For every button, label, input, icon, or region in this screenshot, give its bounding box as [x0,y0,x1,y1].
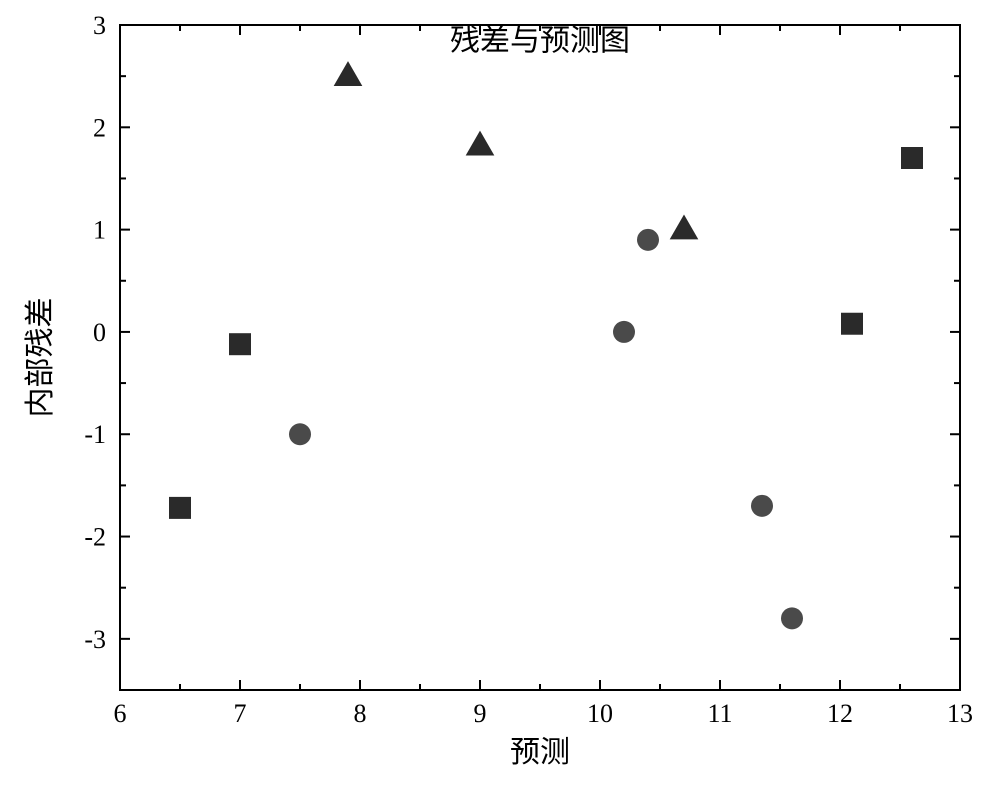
scatter-chart: 678910111213-3-2-10123预测内部残差残差与预测图 [0,0,1000,788]
y-tick-label: 0 [93,318,106,347]
marker-squares [169,497,191,519]
marker-triangles [334,61,363,86]
chart-title: 残差与预测图 [450,25,630,58]
chart-container: 678910111213-3-2-10123预测内部残差残差与预测图 [0,0,1000,788]
x-tick-label: 13 [947,699,973,728]
y-tick-label: -2 [84,523,106,552]
y-tick-label: 2 [93,113,106,142]
marker-squares [901,147,923,169]
marker-circles [781,607,803,629]
marker-circles [637,229,659,251]
marker-triangles [670,215,699,240]
y-axis-label: 内部残差 [24,298,57,418]
plot-border [120,25,960,690]
x-tick-label: 8 [354,699,367,728]
x-tick-label: 6 [114,699,127,728]
x-tick-label: 10 [587,699,613,728]
marker-circles [751,495,773,517]
y-tick-label: -3 [84,625,106,654]
marker-circles [613,321,635,343]
marker-squares [841,313,863,335]
marker-circles [289,423,311,445]
x-tick-label: 9 [474,699,487,728]
x-tick-label: 12 [827,699,853,728]
marker-squares [229,333,251,355]
x-tick-label: 11 [707,699,732,728]
y-tick-label: 1 [93,216,106,245]
y-tick-label: -1 [84,420,106,449]
y-tick-label: 3 [93,11,106,40]
marker-triangles [466,131,495,156]
x-axis-label: 预测 [510,736,570,769]
x-tick-label: 7 [234,699,247,728]
